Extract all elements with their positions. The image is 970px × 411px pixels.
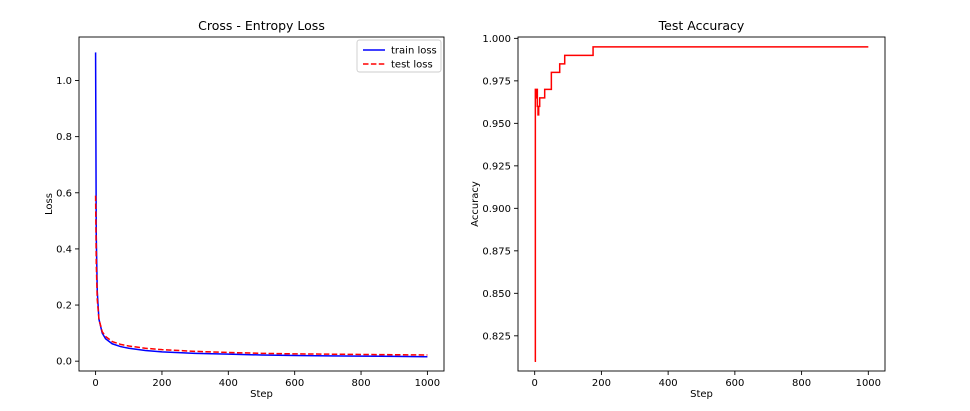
- legend-label: test loss: [391, 60, 433, 71]
- series-line-test-loss: [94, 195, 428, 356]
- legend: train loss test loss: [356, 39, 442, 73]
- legend-label: train loss: [391, 46, 437, 57]
- x-tick-label: 0: [92, 378, 98, 389]
- series-line-train-loss: [94, 52, 428, 358]
- y-tick-label: 0.6: [56, 188, 72, 199]
- x-tick-label: 1000: [415, 378, 440, 389]
- x-tick-label: 200: [592, 378, 611, 389]
- x-tick-label: 800: [351, 378, 370, 389]
- y-tick-label: 0.4: [56, 244, 72, 255]
- series-line-accuracy: [534, 46, 869, 363]
- x-tick-label: 0: [531, 378, 537, 389]
- x-tick-label: 400: [659, 378, 678, 389]
- y-tick-label: 0.925: [482, 161, 511, 172]
- chart-title: Test Accuracy: [658, 18, 745, 33]
- y-tick-label: 0.825: [482, 331, 511, 342]
- y-tick-label: 0.900: [482, 204, 511, 215]
- y-tick-label: 0.2: [56, 301, 72, 312]
- x-axis-label: Step: [690, 389, 713, 400]
- x-tick-label: 200: [152, 378, 171, 389]
- x-tick-label: 600: [725, 378, 744, 389]
- chart-panel-1: 0 200 400 600 800 1000 0.0 0.2 0.4 0.6 0.8 1.0 Cross…: [44, 18, 445, 400]
- y-tick-label: 0.8: [56, 132, 72, 143]
- x-tick-label: 800: [792, 378, 811, 389]
- plot-frame: [517, 36, 886, 372]
- plot-frame: [78, 36, 445, 372]
- y-tick-label: 0.0: [56, 357, 72, 368]
- x-tick-label: 400: [219, 378, 238, 389]
- chart-title: Cross - Entropy Loss: [198, 18, 325, 33]
- y-tick-label: 1.0: [56, 76, 72, 87]
- x-tick-label: 1000: [856, 378, 881, 389]
- chart-panel-2: 0 200 400 600 800 1000 0.825 0.850 0.875 0.900 0.9…: [470, 18, 886, 400]
- y-tick-label: 0.975: [482, 76, 511, 87]
- y-tick-label: 0.950: [482, 119, 511, 130]
- y-tick-label: 0.875: [482, 246, 511, 257]
- y-tick-label: 0.850: [482, 289, 511, 300]
- legend-box: [356, 39, 442, 73]
- y-tick-label: 1.000: [482, 34, 511, 45]
- y-axis-label: Accuracy: [470, 181, 481, 227]
- y-axis-label: Loss: [44, 193, 55, 215]
- x-tick-label: 600: [285, 378, 304, 389]
- x-axis-label: Step: [250, 389, 273, 400]
